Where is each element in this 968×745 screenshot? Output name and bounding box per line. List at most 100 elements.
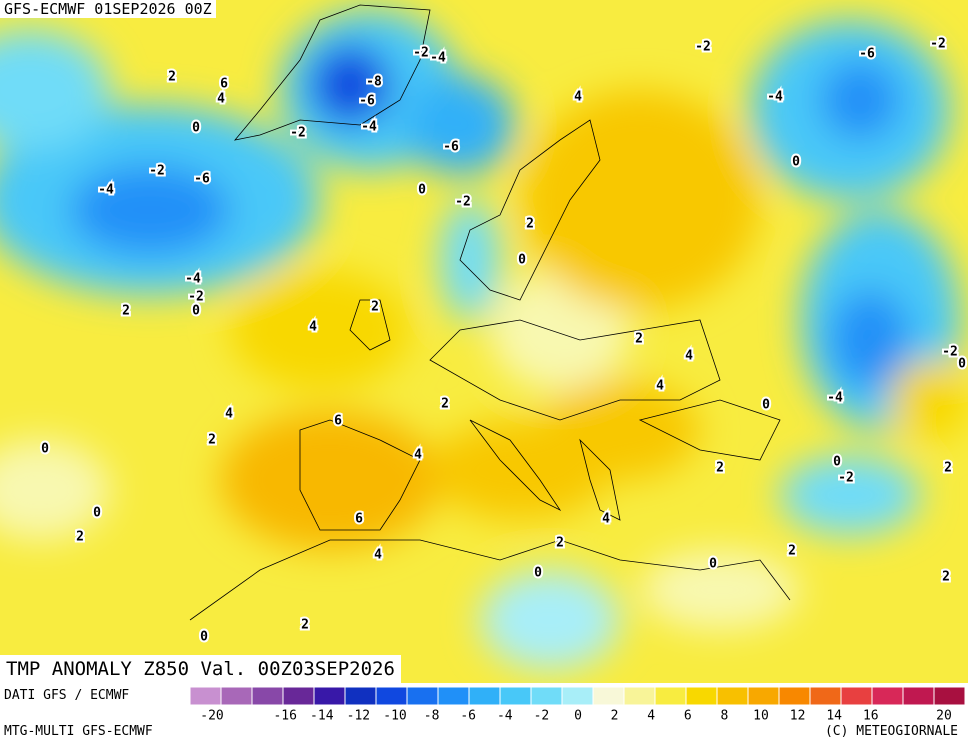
- contour-label: 2: [168, 70, 176, 85]
- contour-label: -2: [695, 40, 711, 55]
- contour-label: 2: [635, 332, 643, 347]
- copyright: (C) METEOGIORNALE: [824, 724, 958, 739]
- contour-label: -4: [361, 120, 377, 135]
- colorbar-swatch: [437, 686, 470, 706]
- contour-label: -4: [430, 51, 446, 66]
- colorbar-swatch: [406, 686, 439, 706]
- colorbar-swatch: [282, 686, 315, 706]
- colorbar-swatch: [654, 686, 687, 706]
- contour-labels: 2 6 4 0 -2 -4 -6 -2 -8 -6 -4 -2 -4 -6 0 …: [39, 35, 968, 647]
- contour-label: -2: [188, 290, 204, 305]
- colorbar-swatch: [840, 686, 873, 706]
- colorbar-swatch: [871, 686, 904, 706]
- contour-label: -2: [838, 471, 854, 486]
- contour-label: 0: [958, 357, 966, 372]
- colorbar-swatch: [499, 686, 532, 706]
- colorbar-swatch: [716, 686, 749, 706]
- colorbar-swatch: [468, 686, 501, 706]
- contour-label: 2: [371, 300, 379, 315]
- contour-label: 6: [334, 414, 342, 429]
- colorbar-swatch: [623, 686, 656, 706]
- contour-label: 0: [833, 455, 841, 470]
- colorbar-swatch: [592, 686, 625, 706]
- contour-label: 0: [518, 253, 526, 268]
- contour-label: 2: [788, 544, 796, 559]
- colorbar-label: -20: [200, 709, 223, 724]
- contour-label: -2: [930, 37, 946, 52]
- colorbar-label: 0: [574, 709, 582, 724]
- colorbar-swatch: [809, 686, 842, 706]
- colorbar-label: -16: [273, 709, 296, 724]
- colorbar-swatch: [778, 686, 811, 706]
- anomaly-field: [0, 10, 968, 670]
- contour-label: 2: [301, 618, 309, 633]
- map-title: TMP ANOMALY Z850 Val. 00Z03SEP2026: [0, 655, 401, 683]
- contour-label: 0: [709, 557, 717, 572]
- colorbar-swatch: [189, 686, 222, 706]
- colorbar-swatch: [220, 686, 253, 706]
- colorbar-swatch: [747, 686, 780, 706]
- contour-label: 2: [716, 461, 724, 476]
- contour-label: 4: [374, 548, 382, 563]
- contour-label: 0: [41, 442, 49, 457]
- colorbar-label: 10: [753, 709, 769, 724]
- contour-label: 0: [534, 566, 542, 581]
- contour-label: 2: [122, 304, 130, 319]
- colorbar-swatch: [251, 686, 284, 706]
- contour-label: -2: [455, 195, 471, 210]
- colorbar-label: 14: [826, 709, 842, 724]
- colorbar-label: 12: [790, 709, 806, 724]
- contour-label: 2: [208, 433, 216, 448]
- colorbar-swatch: [344, 686, 377, 706]
- contour-label: -2: [149, 164, 165, 179]
- colorbar-label: 6: [684, 709, 692, 724]
- contour-label: 0: [762, 398, 770, 413]
- contour-label: 0: [418, 183, 426, 198]
- colorbar-label: 20: [936, 709, 952, 724]
- contour-label: 4: [574, 90, 582, 105]
- contour-label: -4: [98, 183, 114, 198]
- colorbar-swatch: [375, 686, 408, 706]
- colorbar-label: -10: [383, 709, 406, 724]
- colorbar-label: -2: [534, 709, 550, 724]
- contour-label: 4: [414, 448, 422, 463]
- run-label: GFS-ECMWF 01SEP2026 00Z: [0, 0, 216, 18]
- contour-label: 4: [225, 407, 233, 422]
- coastlines: [189, 4, 791, 621]
- colorbar-label: -14: [310, 709, 334, 724]
- contour-label: -6: [194, 172, 210, 187]
- colorbar-label: 4: [647, 709, 655, 724]
- contour-label: 0: [200, 630, 208, 645]
- contour-label: -4: [827, 391, 843, 406]
- model-label: MTG-MULTI GFS-ECMWF: [4, 724, 153, 739]
- contour-label: 4: [685, 349, 693, 364]
- contour-label: 6: [355, 512, 363, 527]
- contour-label: 2: [441, 397, 449, 412]
- contour-label: -4: [185, 272, 201, 287]
- contour-label: 2: [526, 217, 534, 232]
- contour-label: -2: [290, 126, 306, 141]
- colorbar-swatch: [561, 686, 594, 706]
- colorbar-label: -8: [424, 709, 440, 724]
- contour-label: 2: [556, 536, 564, 551]
- colorbar-label: -6: [460, 709, 476, 724]
- source-label: DATI GFS / ECMWF: [4, 688, 130, 703]
- contour-label: -6: [359, 94, 375, 109]
- contour-label: 2: [942, 570, 950, 585]
- contour-label: -6: [443, 140, 459, 155]
- contour-label: -2: [413, 46, 429, 61]
- contour-label: 2: [76, 530, 84, 545]
- contour-label: 0: [192, 121, 200, 136]
- contour-label: -4: [767, 90, 783, 105]
- contour-label: 4: [602, 512, 610, 527]
- contour-label: 0: [93, 506, 101, 521]
- colorbar-swatch: [902, 686, 935, 706]
- contour-label: 4: [656, 379, 664, 394]
- colorbar-label: -12: [347, 709, 370, 724]
- map: 2 6 4 0 -2 -4 -6 -2 -8 -6 -4 -2 -4 -6 0 …: [0, 0, 968, 683]
- colorbar-swatch: [685, 686, 718, 706]
- colorbar-swatch: [530, 686, 563, 706]
- contour-label: -6: [859, 47, 875, 62]
- colorbar-label: -4: [497, 709, 513, 724]
- contour-label: 4: [217, 92, 225, 107]
